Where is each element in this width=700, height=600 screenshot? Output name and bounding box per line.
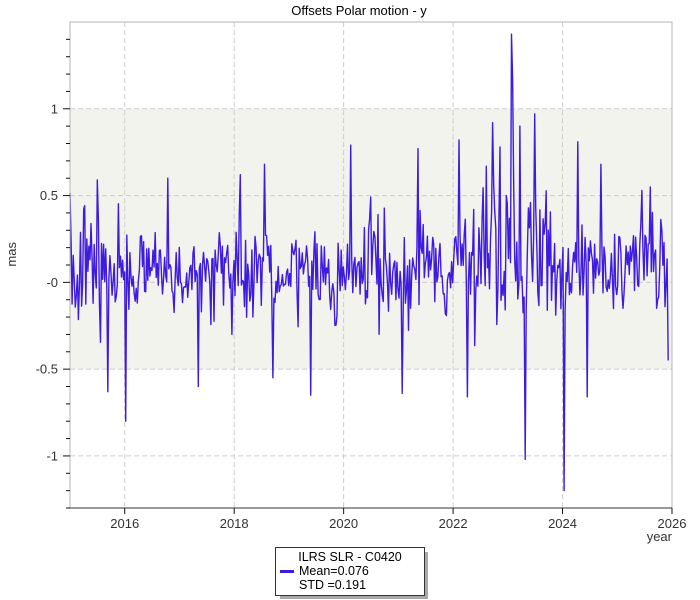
y-tick-label: -0 xyxy=(46,275,58,290)
legend-box: ILRS SLR - C0420 Mean=0.076 STD =0.191 xyxy=(275,547,425,596)
y-tick-label: -1 xyxy=(46,448,58,463)
legend-std-label: STD =0.191 xyxy=(299,578,367,592)
y-axis-label: mas xyxy=(4,242,19,267)
x-tick-label: 2026 xyxy=(658,516,687,531)
series-line-marker xyxy=(280,569,294,573)
y-tick-label: 1 xyxy=(51,101,58,116)
legend-mean-label: Mean=0.076 xyxy=(299,564,369,578)
legend-marker-spacer xyxy=(280,584,294,587)
x-tick-label: 2018 xyxy=(220,516,249,531)
legend-mean-row: Mean=0.076 xyxy=(280,564,420,578)
x-tick-label: 2022 xyxy=(439,516,468,531)
x-tick-label: 2020 xyxy=(329,516,358,531)
legend-std-row: STD =0.191 xyxy=(280,578,420,592)
x-axis-label: year xyxy=(646,529,672,544)
x-tick-label: 2016 xyxy=(110,516,139,531)
y-tick-label: -0.5 xyxy=(36,362,58,377)
legend-series-title: ILRS SLR - C0420 xyxy=(298,550,402,564)
data-series-line xyxy=(69,33,669,492)
x-tick-label: 2024 xyxy=(548,516,577,531)
y-tick-label: 0.5 xyxy=(40,188,58,203)
chart-title: Offsets Polar motion - y xyxy=(291,3,427,18)
